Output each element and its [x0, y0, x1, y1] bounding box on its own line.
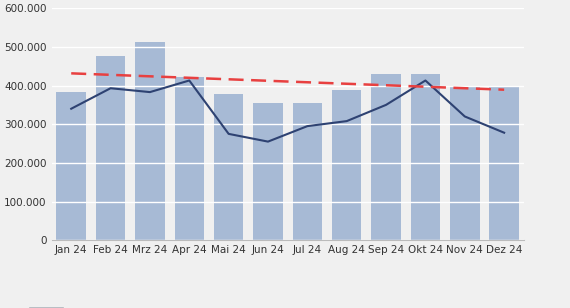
Bar — [56, 92, 86, 240]
Bar — [371, 74, 401, 240]
Bar — [450, 87, 479, 240]
FancyBboxPatch shape — [51, 8, 524, 240]
Legend: Betriebseinnahmen, Betriebsausgaben, Linear (Betriebseinnahmen): Betriebseinnahmen, Betriebsausgaben, Lin… — [25, 302, 551, 308]
Bar — [96, 56, 125, 240]
Bar — [490, 87, 519, 240]
Bar — [332, 90, 361, 240]
Bar — [174, 77, 204, 240]
Bar — [410, 74, 440, 240]
Bar — [253, 103, 283, 240]
Bar — [292, 103, 322, 240]
Bar — [135, 42, 165, 240]
Bar — [214, 94, 243, 240]
